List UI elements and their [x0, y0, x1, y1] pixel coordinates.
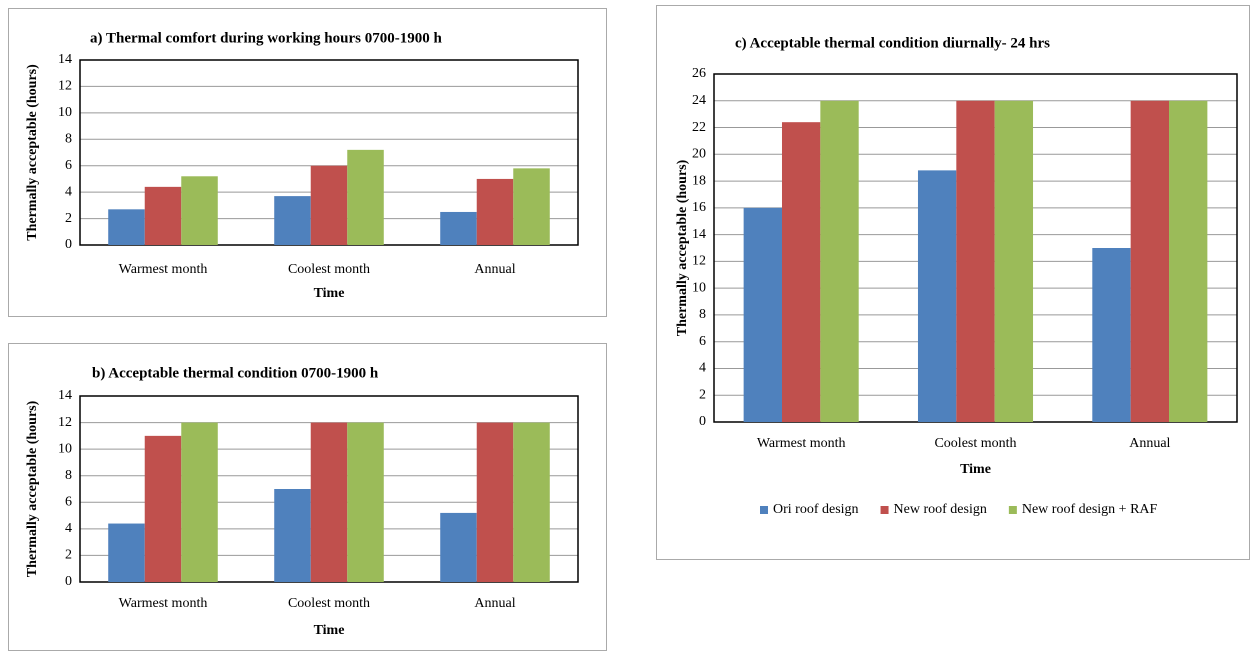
y-tick-label: 26 [692, 66, 706, 81]
bar [274, 196, 311, 245]
bar [310, 165, 348, 245]
y-axis-title: Thermally acceptable (hours) [675, 159, 690, 336]
y-tick-label: 0 [699, 414, 706, 429]
y-axis-title: Thermally acceptable (hours) [25, 400, 40, 577]
y-tick-label: 0 [65, 237, 72, 252]
y-tick-label: 2 [65, 211, 72, 226]
y-tick-label: 0 [65, 574, 72, 589]
bar [513, 422, 550, 582]
bar [440, 512, 477, 582]
bar [347, 149, 384, 245]
x-tick-label: Warmest month [119, 262, 208, 277]
bar [1092, 248, 1131, 422]
bar [781, 122, 821, 422]
x-tick-label: Coolest month [934, 436, 1016, 451]
bar [513, 168, 550, 245]
bar [181, 422, 218, 582]
bar [1169, 100, 1208, 423]
y-tick-label: 14 [692, 227, 706, 242]
y-tick-label: 8 [65, 468, 72, 483]
y-tick-label: 2 [65, 548, 72, 563]
y-axis-title: Thermally acceptable (hours) [25, 64, 40, 241]
y-tick-label: 14 [58, 52, 72, 67]
y-tick-label: 10 [58, 105, 72, 120]
x-axis-title: Time [314, 286, 345, 301]
y-tick-label: 10 [58, 441, 72, 456]
bar [181, 176, 218, 245]
legend-label: New roof design + RAF [1022, 502, 1158, 517]
bar [108, 523, 145, 582]
y-tick-label: 10 [692, 280, 706, 295]
y-tick-label: 12 [58, 79, 72, 94]
chart-title: a) Thermal comfort during working hours … [90, 30, 442, 46]
x-tick-label: Annual [474, 596, 515, 611]
y-tick-label: 6 [65, 158, 72, 173]
y-tick-label: 4 [65, 521, 72, 536]
bar [917, 170, 957, 422]
y-tick-label: 18 [692, 173, 706, 188]
x-tick-label: Coolest month [288, 596, 370, 611]
y-tick-label: 8 [65, 132, 72, 147]
y-tick-label: 2 [699, 387, 706, 402]
bar [1130, 100, 1170, 423]
y-tick-label: 24 [692, 93, 706, 108]
bar [108, 209, 145, 245]
y-tick-label: 22 [692, 120, 706, 135]
y-tick-label: 4 [699, 361, 706, 376]
legend-label: Ori roof design [773, 502, 859, 517]
legend-swatch [1008, 506, 1017, 514]
y-tick-label: 20 [692, 147, 706, 162]
legend-swatch [880, 506, 889, 514]
chart-title: c) Acceptable thermal condition diurnall… [735, 35, 1050, 51]
legend-label: New roof design [894, 502, 987, 517]
bar [144, 435, 182, 582]
y-tick-label: 12 [58, 415, 72, 430]
y-tick-label: 16 [692, 200, 706, 215]
x-tick-label: Annual [474, 262, 515, 277]
bar [144, 186, 182, 245]
bar [476, 178, 514, 245]
bar [820, 100, 859, 423]
x-tick-label: Warmest month [757, 436, 846, 451]
legend-swatch [760, 506, 768, 514]
y-tick-label: 8 [699, 307, 706, 322]
bar [347, 422, 384, 582]
bar [956, 100, 995, 423]
chart-title: b) Acceptable thermal condition 0700-190… [92, 365, 379, 381]
bar [310, 422, 348, 582]
x-axis-title: Time [960, 462, 991, 477]
y-tick-label: 6 [65, 495, 72, 510]
bar [440, 211, 477, 245]
x-tick-label: Warmest month [119, 596, 208, 611]
bar [274, 489, 311, 582]
y-tick-label: 14 [58, 388, 72, 403]
bar [476, 422, 514, 582]
x-tick-label: Annual [1129, 436, 1170, 451]
y-tick-label: 6 [699, 334, 706, 349]
x-axis-title: Time [314, 623, 345, 638]
y-tick-label: 4 [65, 184, 72, 199]
y-tick-label: 12 [692, 254, 706, 269]
x-tick-label: Coolest month [288, 262, 370, 277]
bar [994, 100, 1034, 423]
bar [743, 207, 782, 422]
